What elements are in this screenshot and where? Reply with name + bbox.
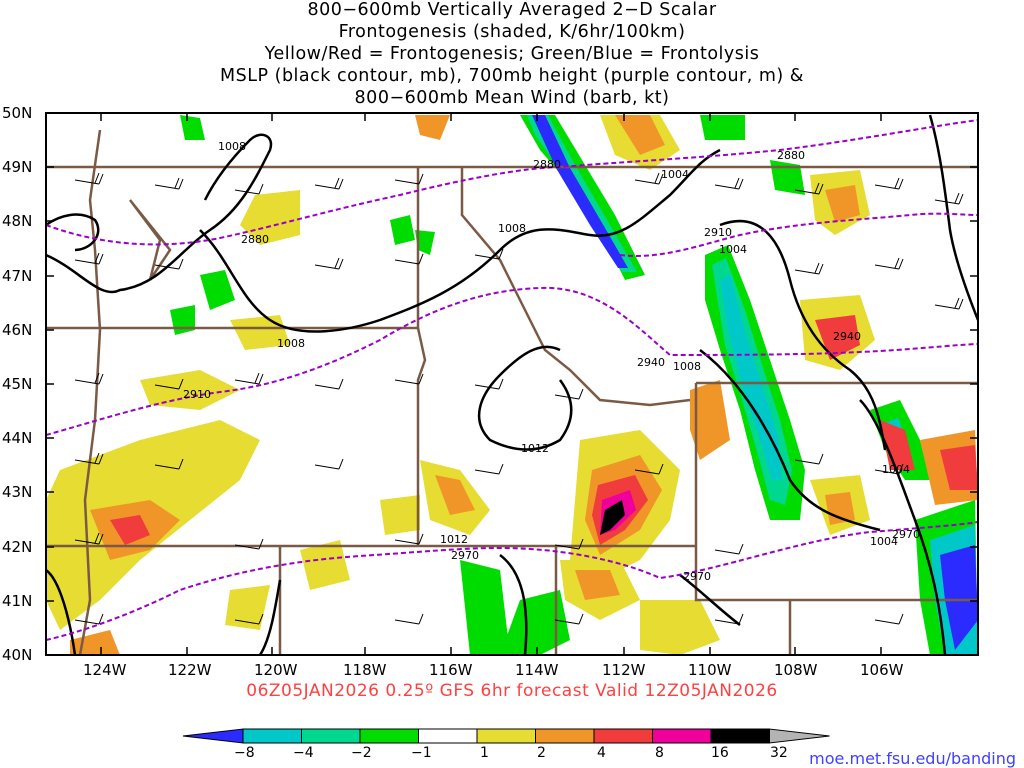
colorbar-label: −8 <box>234 745 255 761</box>
height-label: 2970 <box>892 528 920 541</box>
colorbar-cell <box>359 728 419 744</box>
height-label: 2880 <box>533 158 561 171</box>
lon-label: 108W <box>774 661 818 679</box>
height-label: 2910 <box>183 388 211 401</box>
height-label: 2940 <box>833 330 861 343</box>
colorbar-label: 2 <box>537 745 546 761</box>
title-line-3: Yellow/Red = Frontogenesis; Green/Blue =… <box>264 44 760 64</box>
lat-label: 47N <box>2 267 33 285</box>
height-label: 2970 <box>451 549 479 562</box>
lat-label: 40N <box>2 646 33 664</box>
lat-label: 46N <box>2 321 33 339</box>
colorbar-cell <box>182 728 244 744</box>
mslp-label: 1012 <box>440 533 468 546</box>
mslp-label: 1012 <box>521 442 549 455</box>
lon-label: 118W <box>343 661 387 679</box>
lon-label: 114W <box>515 661 559 679</box>
lon-label: 106W <box>860 661 904 679</box>
mslp-label: 1004 <box>870 535 898 548</box>
mslp-contours <box>46 114 978 655</box>
height-label: 2880 <box>241 233 269 246</box>
height-label: 2880 <box>777 149 805 162</box>
colorbar-cell <box>593 728 653 744</box>
colorbar-cell <box>476 728 536 744</box>
lat-label: 50N <box>2 104 33 122</box>
mslp-label: 1008 <box>498 222 526 235</box>
lat-label: 41N <box>2 592 33 610</box>
lat-label: 45N <box>2 375 33 393</box>
mslp-label: 1004 <box>719 243 747 256</box>
lon-label: 112W <box>602 661 646 679</box>
colorbar-label: 1 <box>480 745 489 761</box>
height-contours <box>46 119 978 641</box>
colorbar-label: 8 <box>655 745 664 761</box>
colorbar-label: −1 <box>411 745 432 761</box>
map-ticks <box>46 112 978 656</box>
colorbar-cell <box>710 728 770 744</box>
lat-label: 48N <box>2 212 33 230</box>
lon-label: 124W <box>83 661 127 679</box>
lat-label: 43N <box>2 483 33 501</box>
lat-label: 42N <box>2 538 33 556</box>
title-line-2: Frontogenesis (shaded, K/6hr/100km) <box>338 22 686 42</box>
contour-labels: 1008 1008 1008 1004 1004 1008 1012 1012 … <box>183 140 920 583</box>
colorbar-label: −2 <box>351 745 372 761</box>
colorbar-label: 16 <box>711 745 729 761</box>
lon-label: 110W <box>688 661 732 679</box>
title-line-5: 800−600mb Mean Wind (barb, kt) <box>354 88 670 108</box>
colorbar-cell <box>652 728 712 744</box>
colorbar-cell <box>418 728 478 744</box>
colorbar-cell <box>301 728 361 744</box>
frontogenesis-shading <box>46 115 978 655</box>
height-label: 2910 <box>704 226 732 239</box>
height-label: 2970 <box>683 570 711 583</box>
mslp-label: 1008 <box>218 140 246 153</box>
title-line-1: 800−600mb Vertically Averaged 2−D Scalar <box>307 0 717 20</box>
colorbar-cell <box>242 728 302 744</box>
height-label: 2940 <box>637 356 665 369</box>
credit-url[interactable]: moe.met.fsu.edu/banding <box>809 749 1016 768</box>
mslp-label: 1008 <box>277 337 305 350</box>
wind-barbs <box>74 172 964 625</box>
forecast-valid-line: 06Z05JAN2026 0.25º GFS 6hr forecast Vali… <box>246 681 778 701</box>
lat-label: 44N <box>2 429 33 447</box>
colorbar-label: −4 <box>293 745 314 761</box>
colorbar-label: 32 <box>770 745 788 761</box>
political-borders <box>46 129 978 655</box>
title-line-4: MSLP (black contour, mb), 700mb height (… <box>220 66 804 86</box>
mslp-label: 1004 <box>882 463 910 476</box>
mslp-label: 1008 <box>673 360 701 373</box>
lon-label: 122W <box>168 661 212 679</box>
colorbar-cell <box>769 728 830 744</box>
mslp-label: 1004 <box>661 168 689 181</box>
lon-label: 120W <box>254 661 298 679</box>
lon-label: 116W <box>429 661 473 679</box>
lat-label: 49N <box>2 158 33 176</box>
colorbar-label: 4 <box>597 745 606 761</box>
colorbar-cell <box>535 728 595 744</box>
colorbar <box>182 728 830 744</box>
